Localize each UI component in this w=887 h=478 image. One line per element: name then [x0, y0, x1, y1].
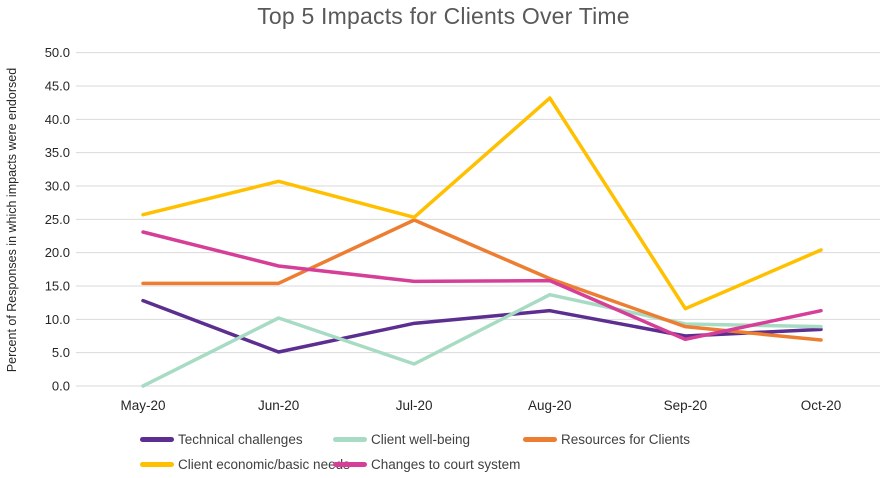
y-tick-label: 15.0: [45, 279, 70, 294]
y-tick-label: 10.0: [45, 312, 70, 327]
y-tick-label: 20.0: [45, 245, 70, 260]
series-line-client-well-being: [141, 292, 823, 388]
legend-label: Client well-being: [371, 431, 471, 447]
y-tick-label: 35.0: [45, 145, 70, 160]
series-line-changes-to-court-system: [141, 230, 823, 342]
x-tick-label: May-20: [120, 398, 165, 413]
x-tick-label: Jul-20: [396, 398, 433, 413]
legend-swatch-icon: [523, 436, 557, 442]
x-tick-label: Sep-20: [664, 398, 708, 413]
legend-item: Resources for Clients: [523, 431, 690, 447]
x-tick-label: Jun-20: [258, 398, 299, 413]
legend-item: Client well-being: [333, 431, 470, 447]
y-tick-label: 5.0: [52, 345, 70, 360]
legend-label: Technical challenges: [178, 431, 303, 447]
legend-swatch-icon: [140, 436, 174, 442]
y-tick-label: 0.0: [52, 379, 70, 394]
y-tick-label: 50.0: [45, 45, 70, 60]
y-tick-label: 45.0: [45, 79, 70, 94]
x-tick-label: Aug-20: [528, 398, 572, 413]
legend-swatch-icon: [140, 461, 174, 467]
legend-label: Client economic/basic needs: [178, 456, 350, 472]
series-line-resources-for-clients: [141, 218, 823, 342]
y-tick-label: 25.0: [45, 212, 70, 227]
y-tick-label: 30.0: [45, 179, 70, 194]
legend-item: Technical challenges: [140, 431, 303, 447]
legend-label: Resources for Clients: [561, 431, 691, 447]
series-line-client-economic-basic-needs: [141, 96, 823, 311]
legend-swatch-icon: [333, 461, 367, 467]
x-tick-label: Oct-20: [801, 398, 842, 413]
legend-item: Client economic/basic needs: [140, 456, 350, 472]
legend-label: Changes to court system: [371, 456, 521, 472]
chart-title: Top 5 Impacts for Clients Over Time: [257, 3, 630, 29]
y-tick-label: 40.0: [45, 112, 70, 127]
legend-item: Changes to court system: [333, 456, 520, 472]
legend-swatch-icon: [333, 436, 367, 442]
